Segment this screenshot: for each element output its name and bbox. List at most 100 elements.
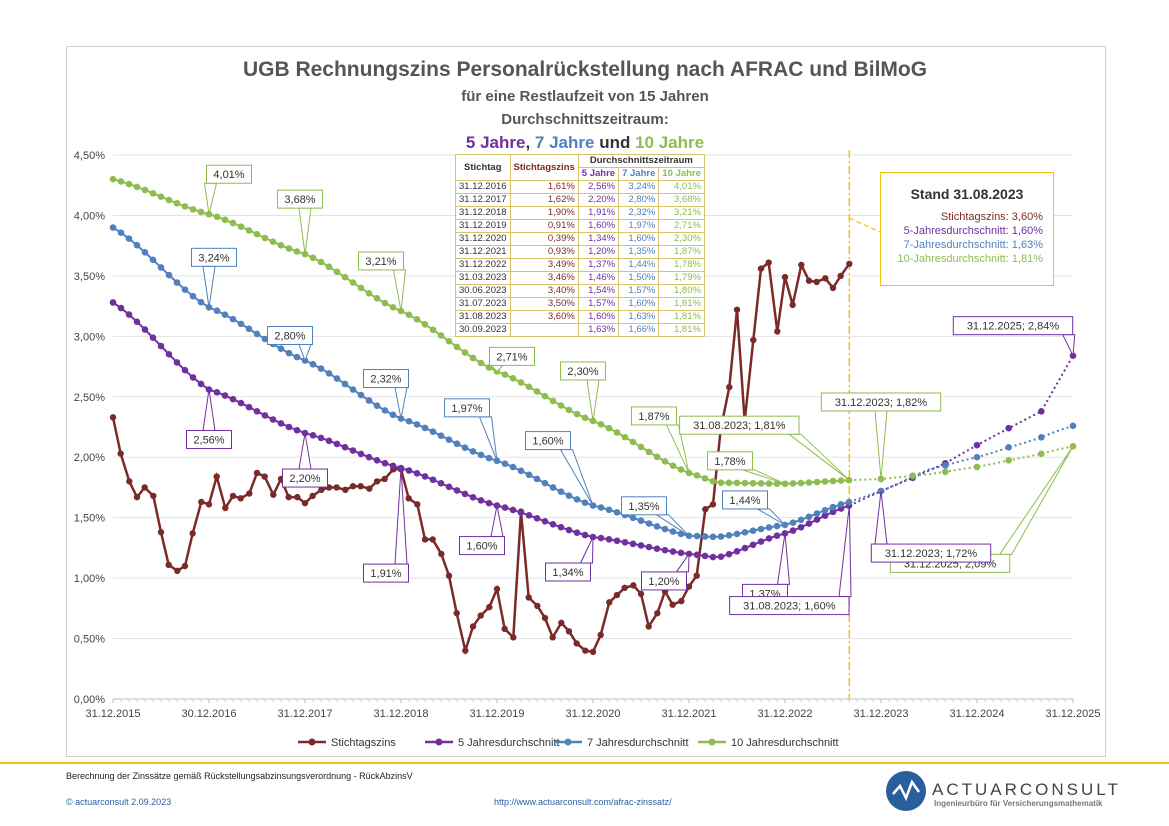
table-cell: 1,54% — [577, 284, 620, 298]
data-point-stichtag — [318, 486, 325, 494]
data-point-j10 — [797, 479, 805, 487]
data-point-j7 — [309, 360, 317, 368]
table-cell: 1,66% — [618, 323, 660, 337]
th-durchschnitt: Durchschnittszeitraum — [577, 154, 705, 168]
data-point-j5 — [813, 516, 821, 523]
data-point-j5 — [125, 311, 133, 318]
data-point-stichtag — [549, 634, 556, 641]
table-cell: 1,78% — [658, 258, 705, 272]
data-point-j10 — [445, 337, 453, 345]
data-point-j5 — [549, 520, 557, 528]
data-point-j7 — [357, 391, 365, 399]
data-point-j7 — [469, 448, 477, 455]
data-point-stichtag — [678, 597, 685, 605]
data-point-j5 — [333, 440, 341, 448]
data-point-j10 — [421, 321, 429, 328]
data-point-j10 — [765, 480, 773, 487]
data-point-j7 — [133, 241, 141, 249]
data-point-j5 — [269, 416, 277, 423]
data-point-j7 — [709, 533, 717, 541]
data-point-j5 — [157, 342, 165, 350]
table-cell: 1,80% — [658, 284, 705, 298]
data-point-j7 — [317, 365, 325, 372]
data-point-j5 — [277, 420, 285, 427]
data-point-stichtag — [229, 492, 237, 500]
table-cell: 3,68% — [658, 193, 705, 207]
data-point-j10 — [725, 479, 733, 487]
table-cell: 1,60% — [618, 232, 660, 246]
data-point-stichtag — [765, 259, 772, 266]
callout-box — [267, 326, 313, 346]
callout-pointer — [202, 265, 216, 308]
data-point-j10 — [605, 424, 613, 432]
data-point-stichtag — [501, 625, 508, 633]
data-point-j10 — [221, 216, 229, 224]
data-point-j5 — [757, 538, 765, 545]
table-cell: 2,20% — [577, 193, 620, 207]
data-point-j5 — [765, 535, 773, 542]
data-point-j5 — [141, 326, 149, 333]
data-point-j5 — [629, 540, 637, 548]
callout-label: 2,30% — [567, 366, 598, 378]
legend-marker-stichtag — [308, 738, 316, 746]
footer-url-link[interactable]: http://www.actuarconsult.com/afrac-zinss… — [494, 797, 672, 807]
data-point-j10 — [181, 203, 189, 210]
data-point-j10 — [581, 414, 589, 422]
data-point-j7 — [789, 519, 797, 526]
data-point-j7 — [189, 292, 197, 300]
data-point-stichtag — [381, 475, 388, 483]
data-point-j10 — [229, 219, 237, 227]
data-point-j5 — [541, 517, 549, 525]
callout-box — [363, 563, 409, 583]
y-tick-label: 1,00% — [74, 573, 105, 585]
callout-label: 1,60% — [532, 436, 563, 448]
data-point-j7 — [741, 528, 749, 536]
data-point-j10 — [501, 371, 509, 378]
data-point-stichtag — [373, 478, 381, 485]
table-cell: 30.06.2023 — [455, 284, 511, 298]
callout-pointer — [298, 432, 312, 470]
data-point-j10 — [293, 248, 301, 255]
data-point-j7 — [253, 330, 261, 338]
data-point-stichtag — [774, 328, 781, 335]
data-point-j10 — [709, 477, 717, 485]
callout-pointer — [755, 508, 786, 526]
footer-copyright: © actuarconsult 2.09.2023 — [66, 797, 172, 807]
table-row: 30.09.2023 1,63% 1,66% 1,81% — [455, 323, 705, 337]
data-point-j10 — [157, 193, 165, 201]
data-point-j5 — [749, 541, 757, 549]
data-point-stichtag — [582, 647, 589, 654]
table-cell: 1,61% — [509, 180, 579, 194]
data-point-j5 — [309, 431, 317, 439]
data-point-j7 — [381, 407, 389, 414]
data-point-stichtag — [213, 473, 220, 480]
data-point-j7 — [197, 298, 205, 306]
data-point-j7 — [405, 417, 413, 425]
data-point-j10 — [253, 230, 261, 238]
data-point-j5 — [509, 506, 517, 514]
data-point-j5 — [669, 548, 677, 555]
data-point-j7 — [765, 524, 773, 531]
callout-box — [641, 571, 687, 591]
data-point-j10 — [693, 472, 701, 479]
table-row: 31.12.2019 0,91% 1,60% 1,97% 2,71% — [455, 219, 705, 233]
y-tick-label: 2,50% — [74, 392, 105, 404]
data-point-stichtag — [141, 484, 148, 491]
callout-box — [206, 164, 252, 184]
data-point-j5 — [621, 538, 629, 546]
table-cell: 1,97% — [618, 219, 660, 233]
table-cell: 1,57% — [577, 297, 620, 311]
data-point-j7 — [213, 307, 221, 315]
x-tick-label: 31.12.2021 — [661, 708, 716, 720]
data-point-j7 — [389, 411, 397, 419]
callout-label: 1,34% — [552, 567, 583, 579]
data-point-j7 — [717, 533, 725, 540]
data-point-stichtag — [558, 619, 565, 627]
data-point-j7 — [461, 444, 469, 451]
data-point-j10 — [733, 479, 741, 487]
data-point-j10 — [269, 238, 277, 246]
data-point-j5 — [605, 536, 613, 543]
data-point-j10 — [197, 208, 205, 216]
data-point-stichtag — [429, 536, 436, 543]
data-point-stichtag — [462, 647, 469, 654]
